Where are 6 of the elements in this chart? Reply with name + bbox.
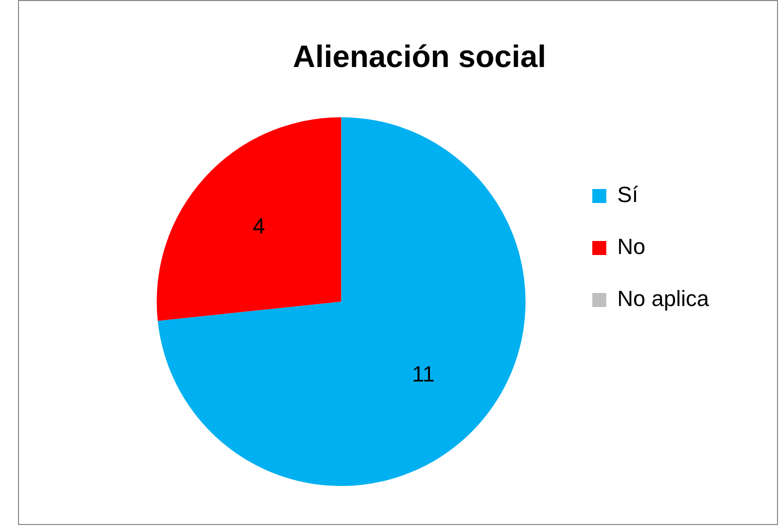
data-label: 11 [412, 362, 435, 387]
chart-title: Alienación social [292, 39, 546, 74]
data-label: 4 [252, 214, 266, 239]
legend-label: Sí [617, 182, 638, 208]
legend-label: No aplica [617, 286, 710, 312]
legend-label: No [617, 234, 646, 260]
